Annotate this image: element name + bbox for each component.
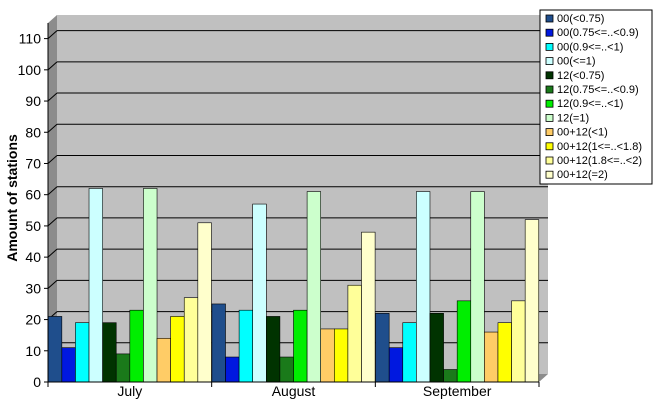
gridline [47,155,58,164]
y-tick-label: 30 [25,280,41,296]
bar [61,347,76,383]
legend-label: 00(0.9<=..<1) [557,41,623,53]
legend-swatch [545,156,554,165]
bar [388,347,404,383]
y-tick-label: 80 [25,124,41,140]
legend-swatch [545,85,554,94]
bar [225,356,240,383]
legend-label: 00+12(=2) [557,169,608,181]
legend-swatch [545,57,554,65]
bar [47,316,63,383]
y-tick-label: 60 [25,187,41,203]
bar [156,337,171,383]
bars [47,188,540,383]
legend-swatch [545,142,554,151]
bar [170,316,185,383]
y-tick-label: 40 [25,249,41,265]
bar [497,322,512,383]
bar [333,328,349,383]
legend: 00(<0.75) 00(0.75<=..<0.9) 00(0.9<=..<1) 00… [539,9,653,185]
y-tick-label: 90 [25,93,41,109]
y-tick-label: 0 [33,374,41,390]
legend-swatch [545,99,554,108]
bar [252,203,267,383]
legend-swatch [545,14,554,23]
plot-side-wall [48,15,57,382]
legend-label: 00(<=1) [557,56,596,68]
bar [265,316,281,383]
x-axis: July August September [47,381,540,399]
legend-swatch [545,28,554,37]
bar [115,353,131,383]
gridline [47,217,58,227]
gridline [47,30,58,39]
legend-label: 00(<0.75) [557,13,604,25]
bar [88,188,103,383]
legend-label: 00+12(1.8<=..<2) [557,155,642,167]
legend-swatch [545,128,554,137]
legend-label: 12(<0.75) [557,70,604,82]
bar [456,300,472,383]
bar [375,313,390,383]
y-tick-label: 100 [18,62,42,78]
y-tick-label: 110 [19,31,42,47]
bar [306,191,322,383]
legend-swatch [545,71,554,80]
x-tick-label: September [423,383,492,399]
y-tick-label: 50 [25,218,41,234]
bar [197,222,212,383]
gridline [47,61,58,71]
legend-label: 12(=1) [557,112,589,124]
gridline [47,248,58,258]
bar [75,322,90,383]
bar [402,322,417,383]
gridline [47,186,58,196]
y-tick-label: 10 [25,343,41,359]
y-axis-label: Amount of stations [4,134,20,262]
x-tick-label: July [117,383,142,399]
bar [347,284,362,383]
x-tick-label: August [272,383,316,399]
legend-box [539,9,653,185]
bar [429,313,444,383]
gridlines [47,30,548,352]
legend-swatch [545,114,554,122]
y-axis: 0 10 20 30 40 50 60 70 80 90 100 110 [18,23,49,390]
bar [511,300,526,383]
bar [361,231,376,383]
bar [143,188,158,383]
bar [484,331,499,383]
bar [293,309,308,383]
legend-label: 00+12(1<=..<1.8) [557,141,642,153]
bar [524,219,540,383]
gridline [47,92,58,102]
legend-label: 12(0.9<=..<1) [557,98,623,110]
bar [279,356,294,383]
bar [183,297,199,383]
legend-label: 12(0.75<=..<0.9) [557,84,639,96]
bar [470,191,485,383]
bar [416,191,431,383]
bar [238,309,254,383]
bar [320,328,335,383]
bar [102,322,117,383]
bar [129,309,144,383]
legend-label: 00+12(<1) [557,127,608,139]
legend-label: 00(0.75<=..<0.9) [557,27,639,39]
gridline [47,279,58,289]
y-tick-label: 20 [25,312,41,328]
y-tick-label: 70 [25,155,41,171]
bar [443,369,458,383]
legend-swatch [545,170,554,179]
legend-swatch [545,43,554,51]
gridline [47,123,58,133]
bar [211,303,226,383]
